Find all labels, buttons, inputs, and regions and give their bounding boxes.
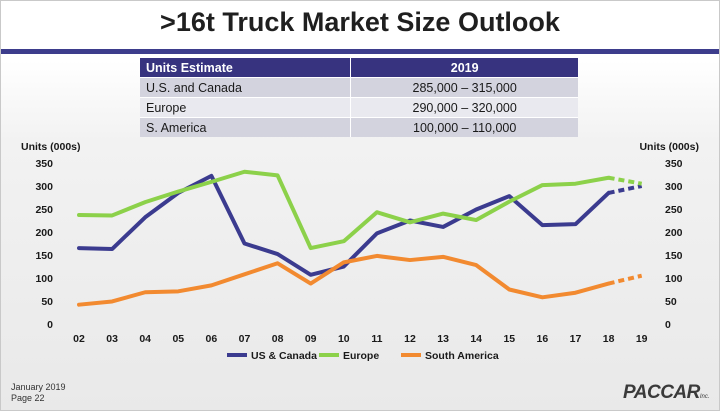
- y-tick-label-right: 150: [665, 250, 683, 262]
- y-tick-label-left: 100: [35, 273, 53, 285]
- y-tick-label-right: 250: [665, 204, 683, 216]
- x-tick-label: 14: [470, 333, 482, 345]
- table-row: S. America 100,000 – 110,000: [140, 117, 578, 137]
- page-title: >16t Truck Market Size Outlook: [160, 7, 560, 37]
- x-tick-label: 09: [305, 333, 317, 345]
- x-tick-label: 15: [503, 333, 515, 345]
- table-header-cell: 2019: [350, 58, 578, 78]
- y-axis-title-left: Units (000s): [21, 141, 81, 153]
- y-tick-label-left: 0: [47, 319, 53, 331]
- table-cell: 290,000 – 320,000: [350, 97, 578, 118]
- table-cell: U.S. and Canada: [140, 77, 352, 98]
- x-tick-label: 19: [636, 333, 648, 345]
- y-tick-label-left: 50: [41, 296, 53, 308]
- series-line-1: [77, 169, 611, 251]
- y-tick-label-right: 100: [665, 273, 683, 285]
- estimate-table: Units Estimate 2019 U.S. and Canada 285,…: [140, 58, 578, 137]
- table-header-cell: Units Estimate: [140, 58, 352, 78]
- x-tick-label: 18: [603, 333, 615, 345]
- x-tick-label: 03: [106, 333, 118, 345]
- series-projection-0: [608, 184, 643, 195]
- series-projection-2: [608, 273, 643, 286]
- logo-suffix: Inc.: [699, 394, 710, 400]
- y-tick-label-left: 200: [35, 227, 53, 239]
- table-cell: 100,000 – 110,000: [350, 117, 578, 137]
- logo-text: PACCAR: [623, 382, 700, 403]
- y-tick-label-left: 300: [35, 181, 53, 193]
- y-tick-label-right: 200: [665, 227, 683, 239]
- x-tick-label: 05: [172, 333, 184, 345]
- x-tick-label: 06: [206, 333, 218, 345]
- legend-label: Europe: [343, 350, 379, 362]
- x-tick-label: 16: [537, 333, 549, 345]
- x-tick-label: 10: [338, 333, 350, 345]
- table-cell: Europe: [140, 97, 352, 118]
- title-divider: [1, 49, 719, 54]
- y-tick-label-right: 0: [665, 319, 671, 331]
- x-tick-label: 12: [404, 333, 416, 345]
- x-tick-label: 13: [437, 333, 449, 345]
- table-cell: 285,000 – 315,000: [350, 77, 578, 98]
- series-line-2: [77, 253, 611, 307]
- footer-date: January 2019: [11, 382, 66, 392]
- table-row: Europe 290,000 – 320,000: [140, 97, 578, 118]
- footer: January 2019 Page 22: [11, 382, 66, 404]
- company-logo: PACCARInc.: [623, 382, 710, 404]
- x-tick-label: 02: [73, 333, 85, 345]
- legend-label: South America: [425, 350, 499, 362]
- footer-page: Page 22: [11, 393, 45, 403]
- table-header-row: Units Estimate 2019: [140, 58, 578, 78]
- y-tick-label-left: 250: [35, 204, 53, 216]
- series-line-0: [77, 173, 611, 277]
- y-axis-title-right: Units (000s): [639, 141, 699, 153]
- table-row: U.S. and Canada 285,000 – 315,000: [140, 77, 578, 98]
- y-tick-label-right: 300: [665, 181, 683, 193]
- x-tick-label: 11: [371, 333, 382, 345]
- y-tick-label-left: 350: [35, 158, 53, 170]
- y-tick-label-left: 150: [35, 250, 53, 262]
- series-projection-1: [608, 175, 643, 186]
- x-tick-label: 17: [570, 333, 582, 345]
- y-tick-label-right: 50: [665, 296, 677, 308]
- x-tick-label: 07: [239, 333, 251, 345]
- y-tick-label-right: 350: [665, 158, 683, 170]
- table-cell: S. America: [140, 117, 352, 137]
- x-tick-label: 04: [139, 333, 151, 345]
- legend-label: US & Canada: [251, 350, 317, 362]
- x-tick-label: 08: [272, 333, 284, 345]
